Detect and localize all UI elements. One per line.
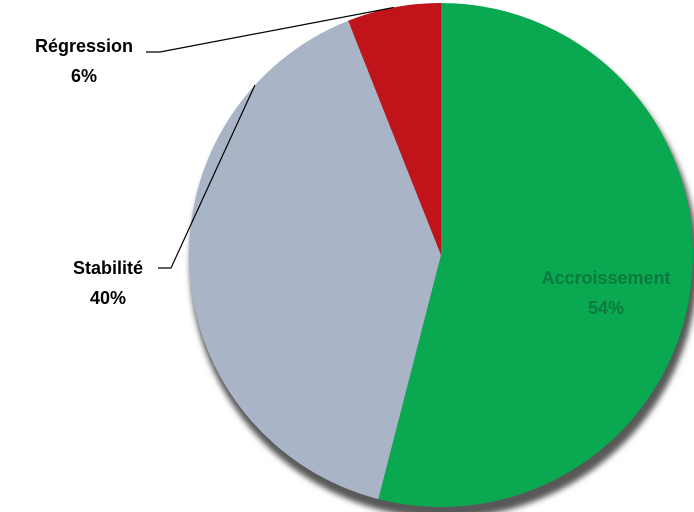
pie-slice-regression bbox=[348, 3, 441, 255]
label-regression-value: 6% bbox=[71, 66, 97, 86]
label-stabilite-name: Stabilité bbox=[73, 258, 143, 278]
label-accroissement-value: 54% bbox=[588, 298, 624, 318]
pie-slice-stabilite bbox=[189, 20, 441, 500]
pie-slices bbox=[189, 2, 694, 507]
pie-slice-accroissement bbox=[378, 2, 694, 507]
label-accroissement-name: Accroissement bbox=[541, 268, 670, 288]
leader-line-regression bbox=[146, 6, 394, 53]
label-regression-name: Régression bbox=[35, 36, 133, 56]
label-stabilite-value: 40% bbox=[90, 288, 126, 308]
leader-lines bbox=[146, 6, 394, 269]
leader-line-stabilite bbox=[158, 84, 256, 269]
